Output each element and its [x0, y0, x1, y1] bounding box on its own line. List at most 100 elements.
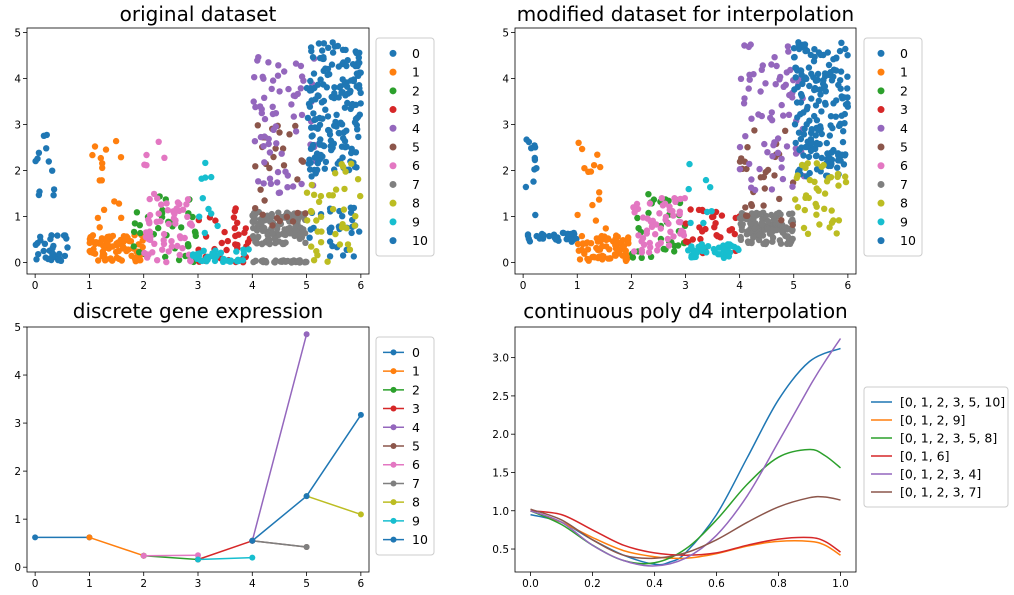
x-tick-label: 3: [195, 578, 202, 590]
scatter-point: [251, 74, 258, 81]
scatter-point: [231, 225, 238, 232]
scatter-point: [742, 133, 749, 140]
scatter-point: [265, 140, 272, 148]
scatter-point: [146, 220, 153, 227]
scatter-point: [712, 220, 719, 227]
scatter-point: [255, 54, 262, 61]
scatter-point: [346, 246, 354, 253]
chart-title: modified dataset for interpolation: [517, 2, 854, 26]
scatter-point: [332, 186, 340, 193]
y-tick-label: 5: [502, 28, 509, 40]
scatter-point: [675, 218, 683, 226]
scatter-point: [808, 139, 816, 146]
scatter-point: [230, 214, 238, 221]
scatter-point: [261, 133, 268, 140]
scatter-point: [812, 132, 819, 139]
scatter-point: [807, 51, 814, 59]
scatter-point: [91, 143, 99, 150]
scatter-point: [806, 117, 813, 124]
scatter-point: [187, 257, 194, 264]
scatter-point: [811, 86, 818, 94]
scatter-point: [266, 175, 274, 182]
scatter-point: [133, 209, 141, 216]
scatter-point: [278, 150, 285, 157]
scatter-point: [292, 122, 299, 130]
scatter-point: [306, 166, 314, 173]
scatter-point: [311, 154, 319, 161]
scatter-point: [212, 217, 219, 224]
scatter-point: [332, 230, 339, 238]
scatter-point: [252, 103, 259, 111]
scatter-point: [760, 173, 768, 181]
y-tick-label: 2.5: [492, 391, 509, 403]
scatter-point: [99, 248, 107, 255]
scatter-point: [155, 224, 162, 232]
scatter-point: [603, 236, 610, 244]
scatter-point: [802, 47, 809, 55]
x-tick-label: 0.8: [770, 578, 787, 590]
scatter-point: [784, 43, 792, 50]
scatter-point: [842, 45, 849, 53]
scatter-point: [279, 145, 287, 152]
legend-marker: [389, 237, 397, 245]
scatter-point: [828, 77, 836, 84]
scatter-point: [835, 182, 842, 189]
scatter-point: [796, 166, 803, 173]
legend-marker: [390, 386, 397, 393]
x-tick-label: 2: [628, 280, 635, 292]
scatter-point: [807, 147, 815, 155]
scatter-point: [162, 253, 169, 261]
scatter-point: [339, 89, 346, 96]
scatter-point: [275, 62, 282, 69]
scatter-point: [599, 252, 606, 259]
scatter-point: [64, 244, 71, 251]
legend-marker: [390, 443, 397, 449]
series-marker: [86, 534, 93, 541]
scatter-point: [801, 206, 808, 214]
scatter-point: [740, 100, 748, 107]
scatter-point: [737, 236, 745, 243]
scatter-point: [255, 178, 262, 185]
scatter-point: [844, 85, 851, 92]
scatter-point: [35, 149, 43, 156]
scatter-point: [768, 109, 775, 116]
scatter-point: [842, 178, 850, 186]
scatter-point: [98, 177, 106, 184]
scatter-point: [671, 195, 678, 202]
scatter-point: [275, 189, 282, 197]
scatter-point: [700, 219, 707, 227]
scatter-point: [780, 112, 787, 119]
scatter-point: [342, 168, 349, 175]
scatter-point: [802, 143, 809, 151]
y-tick-label: 3: [14, 120, 21, 132]
scatter-point: [41, 240, 49, 247]
scatter-point: [783, 143, 791, 150]
scatter-point: [837, 68, 845, 75]
scatter-point: [530, 178, 537, 185]
legend-marker: [389, 143, 397, 151]
scatter-point: [89, 232, 97, 239]
scatter-point: [89, 249, 97, 256]
scatter-point: [702, 225, 709, 233]
scatter-point: [161, 154, 168, 161]
scatter-point: [594, 151, 601, 158]
series-marker: [303, 544, 310, 550]
scatter-point: [297, 85, 304, 92]
scatter-point: [589, 201, 596, 209]
scatter-point: [822, 88, 829, 95]
scatter-point: [260, 180, 267, 187]
series-line-6: [143, 554, 199, 557]
chart-panel-2: discrete gene expression 0 1 2 3 4 5 6 0 1 2 3 4 5 0 1 2…: [14, 299, 435, 590]
scatter-point: [252, 163, 259, 170]
scatter-point: [792, 196, 799, 203]
scatter-point: [686, 160, 693, 168]
series-marker: [195, 556, 201, 563]
scatter-point: [307, 226, 314, 233]
scatter-point: [184, 213, 191, 220]
y-tick-label: 0: [14, 562, 21, 574]
legend-box: [863, 386, 1009, 508]
y-tick-label: 1.5: [492, 467, 509, 479]
scatter-point: [676, 208, 683, 215]
scatter-point: [258, 220, 265, 227]
scatter-point: [163, 258, 170, 266]
